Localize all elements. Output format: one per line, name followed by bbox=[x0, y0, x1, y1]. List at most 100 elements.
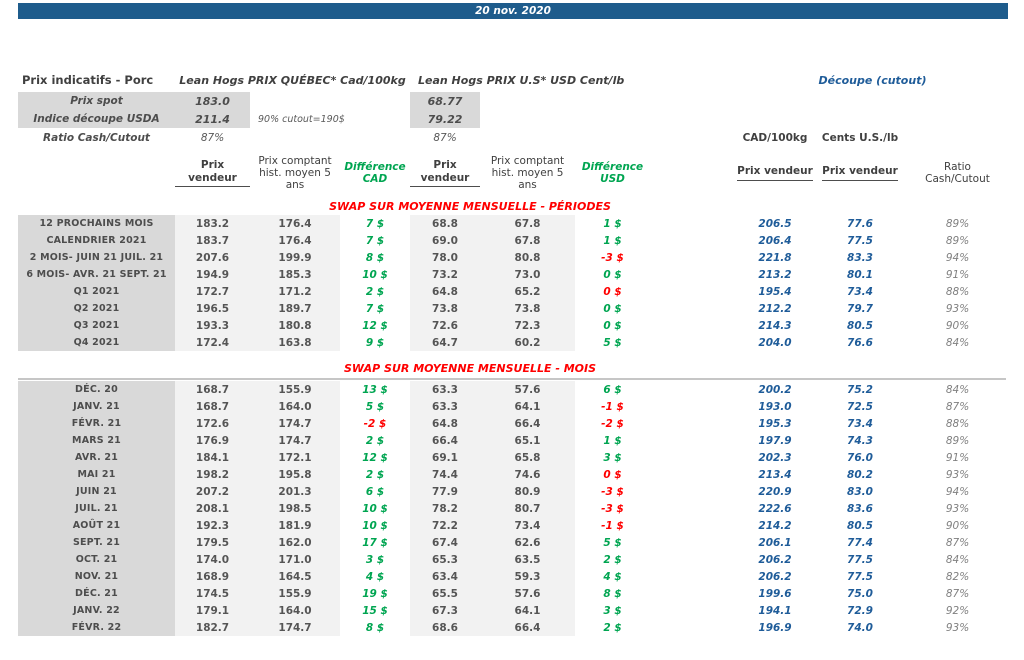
cell-spacer bbox=[650, 317, 735, 334]
cell-difference-cad: 12 $ bbox=[362, 319, 388, 332]
cell-swap-cents: 80.5 bbox=[847, 519, 873, 532]
cell-difference-cad: 17 $ bbox=[362, 536, 388, 549]
cell-ratio-cash-cutout: 84% bbox=[945, 553, 970, 566]
table-row: FÉVR. 21 172.6 174.7 -2 $ 64.8 66.4 -2 $… bbox=[18, 415, 1010, 432]
col-difference-usd: Différence USD bbox=[581, 160, 644, 185]
cell-swap-cad: 196.9 bbox=[758, 621, 792, 634]
cell-prix-comptant-usd: 65.1 bbox=[480, 432, 575, 449]
cell-spacer bbox=[650, 300, 735, 317]
cell-prix-vendeur-usd: 74.4 bbox=[410, 466, 480, 483]
cell-prix-comptant-cad: 174.7 bbox=[250, 619, 340, 636]
cash-cutout-ratio-row: Ratio Cash/Cutout 87% 87% CAD/100kg Cent… bbox=[18, 128, 1010, 147]
table-row: FÉVR. 22 182.7 174.7 8 $ 68.6 66.4 2 $ 1… bbox=[18, 619, 1010, 636]
cell-swap-cents: 80.1 bbox=[847, 268, 873, 281]
report-date: 20 nov. 2020 bbox=[475, 5, 551, 17]
cell-swap-cents: 72.5 bbox=[847, 400, 873, 413]
row-label: FÉVR. 22 bbox=[18, 619, 175, 636]
cell-prix-vendeur-usd: 67.3 bbox=[410, 602, 480, 619]
cell-spacer bbox=[650, 215, 735, 232]
cell-prix-comptant-usd: 74.6 bbox=[480, 466, 575, 483]
cell-spacer bbox=[650, 602, 735, 619]
table-row: 2 MOIS- JUIN 21 JUIL. 21 207.6 199.9 8 $… bbox=[18, 249, 1010, 266]
cell-prix-comptant-cad: 172.1 bbox=[250, 449, 340, 466]
cell-swap-cents: 75.0 bbox=[847, 587, 873, 600]
col-swap-cents-prix-vendeur: Prix vendeur bbox=[815, 147, 905, 199]
table-row: MARS 21 176.9 174.7 2 $ 66.4 65.1 1 $ 19… bbox=[18, 432, 1010, 449]
cell-prix-vendeur-usd: 64.8 bbox=[410, 283, 480, 300]
cell-spacer bbox=[650, 466, 735, 483]
cell-swap-cad: 222.6 bbox=[758, 502, 792, 515]
cell-difference-cad: 6 $ bbox=[365, 485, 385, 498]
cell-prix-comptant-cad: 155.9 bbox=[250, 585, 340, 602]
cell-spacer bbox=[650, 483, 735, 500]
cell-ratio-cash-cutout: 90% bbox=[945, 319, 970, 332]
cell-difference-cad: 13 $ bbox=[362, 383, 388, 396]
cell-prix-comptant-cad: 201.3 bbox=[250, 483, 340, 500]
cell-prix-vendeur-usd: 63.3 bbox=[410, 381, 480, 398]
cell-prix-comptant-usd: 60.2 bbox=[480, 334, 575, 351]
cell-prix-comptant-usd: 59.3 bbox=[480, 568, 575, 585]
cell-difference-usd: 1 $ bbox=[603, 217, 622, 230]
cell-swap-cad: 194.1 bbox=[758, 604, 792, 617]
cell-prix-comptant-cad: 176.4 bbox=[250, 215, 340, 232]
cell-difference-cad: 19 $ bbox=[362, 587, 388, 600]
cell-difference-cad: 15 $ bbox=[362, 604, 388, 617]
cell-difference-cad: 2 $ bbox=[365, 285, 385, 298]
cell-swap-cad: 199.6 bbox=[758, 587, 792, 600]
cell-difference-usd: 4 $ bbox=[603, 570, 622, 583]
cell-prix-vendeur-cad: 207.2 bbox=[175, 483, 250, 500]
product-title: Prix indicatifs - Porc bbox=[22, 73, 154, 87]
cell-prix-vendeur-cad: 172.6 bbox=[175, 415, 250, 432]
cell-swap-cad: 197.9 bbox=[758, 434, 792, 447]
cell-swap-cad: 213.4 bbox=[758, 468, 792, 481]
cell-prix-vendeur-cad: 172.4 bbox=[175, 334, 250, 351]
cell-swap-cad: 220.9 bbox=[758, 485, 792, 498]
col-swap-cad-prix-vendeur: Prix vendeur bbox=[735, 147, 815, 199]
cell-ratio-cash-cutout: 94% bbox=[945, 251, 970, 264]
spot-cad-value: 183.0 bbox=[175, 92, 250, 110]
cell-ratio-cash-cutout: 87% bbox=[945, 536, 970, 549]
cell-difference-cad: 10 $ bbox=[362, 268, 388, 281]
cell-prix-vendeur-cad: 183.7 bbox=[175, 232, 250, 249]
quebec-market-title: Lean Hogs PRIX QUÉBEC* Cad/100kg bbox=[179, 73, 406, 87]
cell-prix-vendeur-cad: 176.9 bbox=[175, 432, 250, 449]
cell-ratio-cash-cutout: 87% bbox=[945, 587, 970, 600]
table-row: Q2 2021 196.5 189.7 7 $ 73.8 73.8 0 $ 21… bbox=[18, 300, 1010, 317]
cell-prix-comptant-cad: 180.8 bbox=[250, 317, 340, 334]
cell-difference-usd: -1 $ bbox=[601, 400, 624, 413]
cell-prix-comptant-cad: 164.5 bbox=[250, 568, 340, 585]
spot-label: Prix spot bbox=[18, 92, 175, 110]
row-label: SEPT. 21 bbox=[18, 534, 175, 551]
cell-swap-cad: 212.2 bbox=[758, 302, 792, 315]
row-label: FÉVR. 21 bbox=[18, 415, 175, 432]
cell-prix-comptant-usd: 73.4 bbox=[480, 517, 575, 534]
cell-difference-usd: 8 $ bbox=[603, 587, 622, 600]
table-row: Q4 2021 172.4 163.8 9 $ 64.7 60.2 5 $ 20… bbox=[18, 334, 1010, 351]
row-label: OCT. 21 bbox=[18, 551, 175, 568]
row-label: Q3 2021 bbox=[18, 317, 175, 334]
cell-difference-usd: 5 $ bbox=[603, 536, 622, 549]
cell-ratio-cash-cutout: 93% bbox=[945, 302, 970, 315]
spot-price-row: Prix spot 183.0 68.77 bbox=[18, 92, 1010, 110]
cell-prix-vendeur-cad: 168.9 bbox=[175, 568, 250, 585]
cell-difference-usd: 6 $ bbox=[603, 383, 622, 396]
unit-cad-label: CAD/100kg bbox=[742, 131, 808, 144]
row-label: JANV. 21 bbox=[18, 398, 175, 415]
section-divider bbox=[18, 378, 1006, 380]
cell-prix-comptant-usd: 62.6 bbox=[480, 534, 575, 551]
cell-difference-usd: -3 $ bbox=[601, 251, 624, 264]
cell-prix-comptant-usd: 57.6 bbox=[480, 381, 575, 398]
cell-difference-cad: 2 $ bbox=[365, 434, 385, 447]
cell-prix-comptant-cad: 198.5 bbox=[250, 500, 340, 517]
cell-swap-cad: 204.0 bbox=[758, 336, 792, 349]
cell-prix-comptant-usd: 66.4 bbox=[480, 415, 575, 432]
cutout-title: Découpe (cutout) bbox=[818, 73, 927, 87]
cell-prix-vendeur-usd: 68.8 bbox=[410, 215, 480, 232]
cell-swap-cents: 73.4 bbox=[847, 417, 873, 430]
header-titles-row: Prix indicatifs - Porc Lean Hogs PRIX QU… bbox=[18, 70, 1010, 90]
row-label: NOV. 21 bbox=[18, 568, 175, 585]
cell-prix-comptant-usd: 80.8 bbox=[480, 249, 575, 266]
cell-difference-usd: 0 $ bbox=[603, 468, 622, 481]
table-row: 12 PROCHAINS MOIS 183.2 176.4 7 $ 68.8 6… bbox=[18, 215, 1010, 232]
cell-prix-comptant-cad: 174.7 bbox=[250, 432, 340, 449]
